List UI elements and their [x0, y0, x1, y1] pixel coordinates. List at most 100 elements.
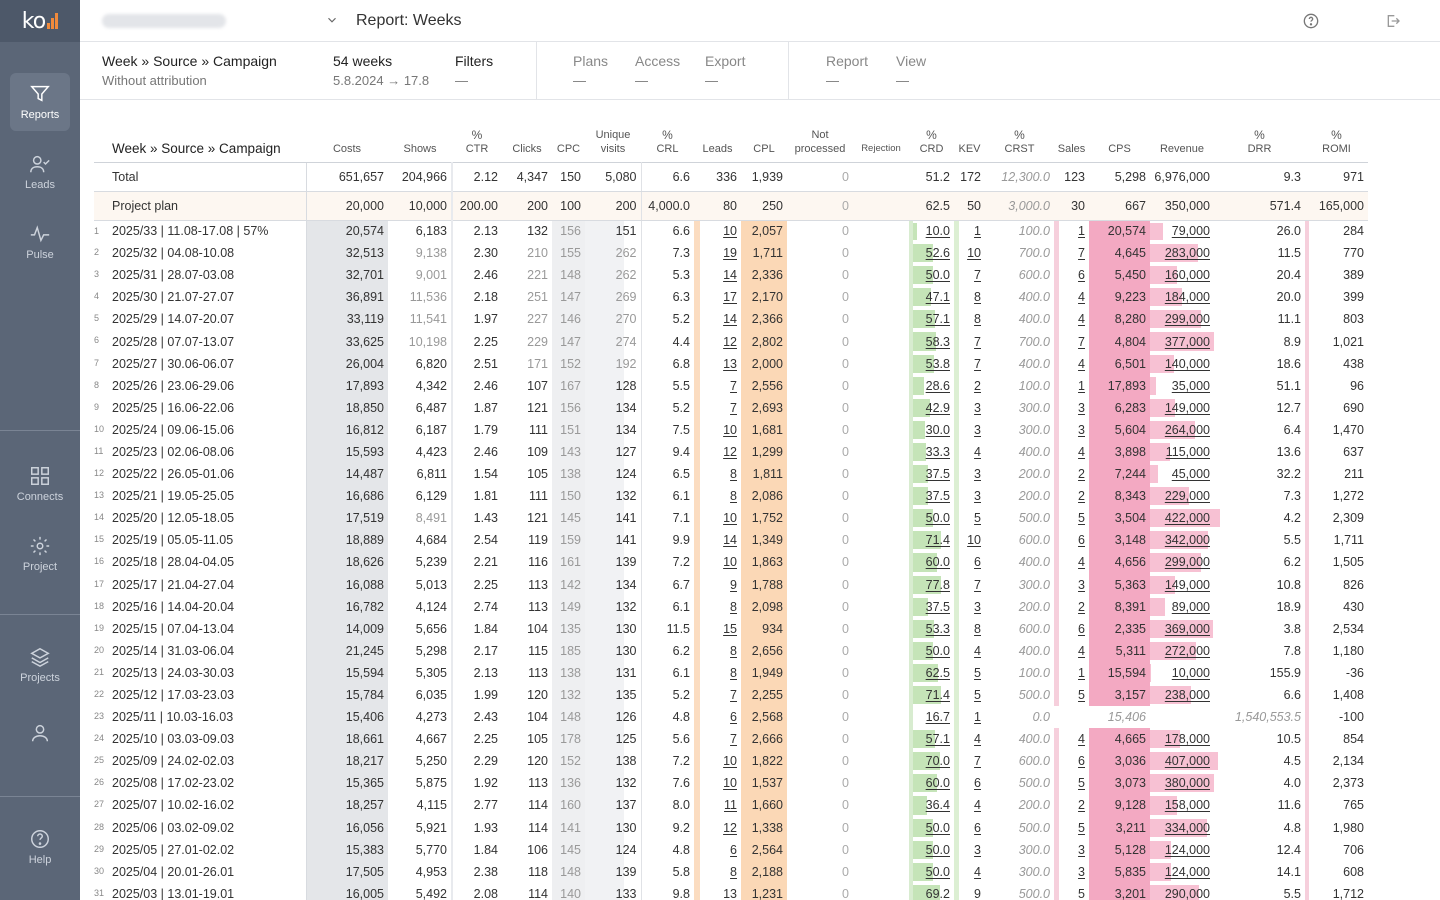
table-row[interactable]: 20 2025/14 | 31.03-06.04 21,245 5,298 2.17 11…: [94, 639, 1368, 662]
row-name-cell[interactable]: 17 2025/17 | 21.04-27.04: [94, 573, 307, 596]
cell-crd[interactable]: 62.5: [909, 662, 954, 684]
cell-rev[interactable]: 407,000: [1150, 750, 1218, 772]
cell-kev[interactable]: 7: [954, 264, 985, 286]
column-header-kev[interactable]: KEV: [954, 100, 985, 162]
cell-leads[interactable]: 10: [694, 772, 741, 794]
table-row[interactable]: 3 2025/31 | 28.07-03.08 32,701 9,001 2.46 221…: [94, 264, 1368, 287]
row-name-cell[interactable]: 2 2025/32 | 04.08-10.08: [94, 242, 307, 265]
row-name-cell[interactable]: 6 2025/28 | 07.07-13.07: [94, 330, 307, 353]
filters-button[interactable]: Filters —: [455, 53, 493, 88]
cell-rev[interactable]: 124,000: [1150, 839, 1214, 861]
cell-leads[interactable]: 11: [694, 794, 741, 816]
cell-rev[interactable]: 184,000: [1150, 286, 1214, 308]
table-row-total[interactable]: Total 651,657 204,966 2.12 4,347 150 5,080 6.6 3…: [94, 162, 1368, 192]
table-row[interactable]: 12 2025/22 | 26.05-01.06 14,487 6,811 1.54 10…: [94, 463, 1368, 486]
cell-sales[interactable]: 5: [1054, 772, 1089, 794]
column-header-clicks[interactable]: Clicks: [502, 100, 552, 162]
row-name-cell[interactable]: 20 2025/14 | 31.03-06.04: [94, 639, 307, 662]
cell-sales[interactable]: 3: [1054, 419, 1089, 441]
cell-crd[interactable]: 52.6: [909, 242, 954, 264]
row-name-cell[interactable]: 4 2025/30 | 21.07-27.07: [94, 286, 307, 309]
cell-kev[interactable]: 6: [954, 772, 985, 794]
cell-leads[interactable]: 15: [694, 618, 741, 640]
sidebar-item-project[interactable]: Project: [10, 525, 70, 583]
cell-rev[interactable]: 149,000: [1150, 574, 1214, 596]
plans-button[interactable]: Plans —: [573, 53, 608, 88]
table-row[interactable]: 23 2025/11 | 10.03-16.03 15,406 4,273 2.43 10…: [94, 706, 1368, 729]
cell-crd[interactable]: 47.1: [909, 286, 954, 308]
cell-sales[interactable]: 2: [1054, 794, 1089, 816]
row-name-cell[interactable]: 12 2025/22 | 26.05-01.06: [94, 463, 307, 486]
cell-leads[interactable]: 8: [694, 596, 741, 618]
column-header-notproc[interactable]: Not processed: [787, 100, 853, 162]
cell-kev[interactable]: 1: [954, 220, 985, 242]
cell-crd[interactable]: 37.5: [909, 596, 954, 618]
cell-crd[interactable]: 71.4: [909, 684, 954, 706]
column-header-costs[interactable]: Costs: [306, 100, 388, 162]
cell-rev[interactable]: 160,000: [1150, 264, 1214, 286]
cell-leads[interactable]: 13: [694, 883, 741, 900]
cell-rev[interactable]: 10,000: [1150, 662, 1214, 684]
cell-leads[interactable]: 7: [694, 397, 741, 419]
cell-leads[interactable]: 12: [694, 441, 741, 463]
row-name-cell[interactable]: Total: [94, 162, 307, 192]
cell-sales[interactable]: 1: [1054, 662, 1089, 684]
cell-kev[interactable]: 3: [954, 596, 985, 618]
column-header-romi[interactable]: % ROMI: [1305, 100, 1368, 162]
cell-kev[interactable]: 8: [954, 286, 985, 308]
row-name-cell[interactable]: 3 2025/31 | 28.07-03.08: [94, 264, 307, 287]
cell-kev[interactable]: 3: [954, 839, 985, 861]
table-row[interactable]: 13 2025/21 | 19.05-25.05 16,686 6,129 1.81 11…: [94, 485, 1368, 508]
column-header-drr[interactable]: % DRR: [1214, 100, 1305, 162]
row-name-cell[interactable]: 7 2025/27 | 30.06-06.07: [94, 352, 307, 375]
cell-leads[interactable]: 9: [694, 574, 741, 596]
cell-crd[interactable]: 42.9: [909, 397, 954, 419]
cell-sales[interactable]: 4: [1054, 286, 1089, 308]
row-name-cell[interactable]: 5 2025/29 | 14.07-20.07: [94, 308, 307, 331]
row-name-cell[interactable]: 9 2025/25 | 16.06-22.06: [94, 396, 307, 419]
row-name-cell[interactable]: 21 2025/13 | 24.03-30.03: [94, 661, 307, 684]
cell-rev[interactable]: 299,000: [1150, 308, 1214, 330]
row-name-cell[interactable]: 11 2025/23 | 02.06-08.06: [94, 440, 307, 464]
cell-sales[interactable]: 6: [1054, 529, 1089, 551]
cell-leads[interactable]: 10: [694, 551, 741, 573]
table-row[interactable]: 21 2025/13 | 24.03-30.03 15,594 5,305 2.13 11…: [94, 661, 1368, 684]
cell-crd[interactable]: 58.3: [909, 330, 954, 352]
column-header-cpc[interactable]: CPC: [552, 100, 585, 162]
cell-leads[interactable]: 14: [694, 529, 741, 551]
cell-crd[interactable]: 77.8: [909, 574, 954, 596]
cell-kev[interactable]: 9: [954, 883, 985, 900]
cell-crd[interactable]: 50.0: [909, 640, 954, 662]
cell-sales[interactable]: 1: [1054, 220, 1089, 242]
table-row[interactable]: 17 2025/17 | 21.04-27.04 16,088 5,013 2.25 11…: [94, 573, 1368, 596]
cell-kev[interactable]: 7: [954, 330, 985, 352]
cell-kev[interactable]: 6: [954, 817, 985, 839]
table-row[interactable]: 24 2025/10 | 03.03-09.03 18,661 4,667 2.25 10…: [94, 728, 1368, 751]
cell-crd[interactable]: 57.1: [909, 308, 954, 330]
column-header-name[interactable]: Week » Source » Campaign: [94, 100, 306, 163]
period-selector[interactable]: 54 weeks 5.8.2024 → 17.8: [333, 53, 429, 88]
column-header-ctr[interactable]: % CTR: [452, 100, 502, 162]
cell-crd[interactable]: 36.4: [909, 794, 954, 816]
cell-sales[interactable]: 4: [1054, 441, 1089, 463]
cell-rev[interactable]: 299,000: [1150, 551, 1214, 573]
view-button[interactable]: View —: [896, 53, 926, 88]
cell-crd[interactable]: 53.3: [909, 618, 954, 640]
row-name-cell[interactable]: 19 2025/15 | 07.04-13.04: [94, 617, 307, 640]
cell-sales[interactable]: 3: [1054, 861, 1089, 883]
grouping-selector[interactable]: Week » Source » Campaign Without attribu…: [102, 53, 277, 88]
cell-kev[interactable]: 5: [954, 507, 985, 529]
cell-leads[interactable]: 8: [694, 485, 741, 507]
cell-leads[interactable]: 7: [694, 728, 741, 750]
column-header-leads[interactable]: Leads: [694, 100, 741, 162]
report-table-container[interactable]: Week » Source » Campaign Costs Shows% CTR C…: [94, 100, 1440, 900]
table-row[interactable]: 19 2025/15 | 07.04-13.04 14,009 5,656 1.84 10…: [94, 617, 1368, 640]
cell-crd[interactable]: 10.0: [909, 220, 954, 242]
table-row[interactable]: 28 2025/06 | 03.02-09.02 16,056 5,921 1.93 11…: [94, 816, 1368, 839]
sidebar-item-pulse[interactable]: Pulse: [10, 213, 70, 271]
cell-sales[interactable]: 3: [1054, 839, 1089, 861]
cell-leads[interactable]: 12: [694, 330, 741, 352]
table-row[interactable]: 2 2025/32 | 04.08-10.08 32,513 9,138 2.30 210…: [94, 242, 1368, 265]
row-name-cell[interactable]: 22 2025/12 | 17.03-23.03: [94, 683, 307, 707]
cell-crd[interactable]: 50.0: [909, 839, 954, 861]
